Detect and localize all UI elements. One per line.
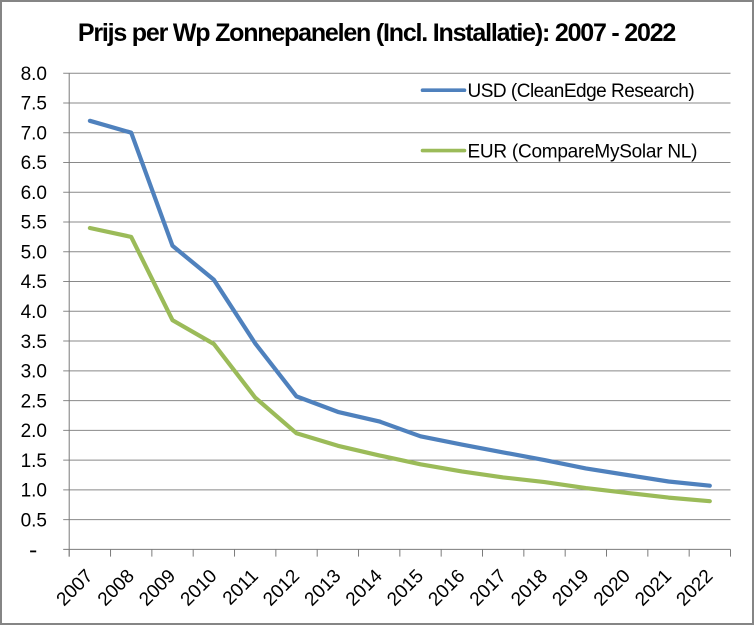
svg-text:6.5: 6.5 [21, 153, 47, 174]
svg-text:5.0: 5.0 [21, 242, 47, 263]
svg-text:7.5: 7.5 [21, 94, 47, 115]
svg-text:3.5: 3.5 [21, 332, 47, 353]
svg-text:EUR (CompareMySolar NL): EUR (CompareMySolar NL) [468, 142, 698, 163]
svg-text:2.0: 2.0 [21, 421, 47, 442]
svg-text:0.5: 0.5 [21, 510, 47, 531]
svg-text:8.0: 8.0 [21, 64, 47, 85]
svg-text:2.5: 2.5 [21, 391, 47, 412]
svg-text:USD (CleanEdge Research): USD (CleanEdge Research) [468, 81, 695, 102]
svg-text:4.0: 4.0 [21, 302, 47, 323]
svg-text:3.0: 3.0 [21, 362, 47, 383]
svg-text:Prijs per Wp Zonnepanelen (Inc: Prijs per Wp Zonnepanelen (Incl. Install… [78, 19, 676, 47]
svg-text:6.0: 6.0 [21, 183, 47, 204]
svg-text:7.0: 7.0 [21, 123, 47, 144]
svg-text:1.0: 1.0 [21, 481, 47, 502]
svg-text:5.5: 5.5 [21, 213, 47, 234]
svg-text:1.5: 1.5 [21, 451, 47, 472]
svg-text:4.5: 4.5 [21, 272, 47, 293]
